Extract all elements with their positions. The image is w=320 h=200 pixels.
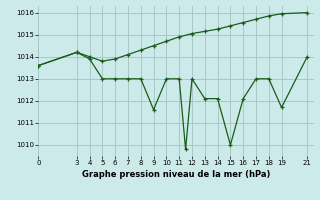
X-axis label: Graphe pression niveau de la mer (hPa): Graphe pression niveau de la mer (hPa) xyxy=(82,170,270,179)
